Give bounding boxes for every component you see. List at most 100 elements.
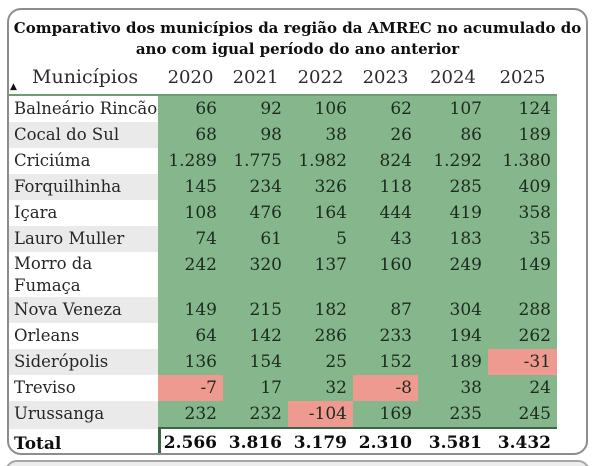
value-cell: 24 — [488, 375, 557, 401]
value-cell: 326 — [288, 174, 353, 200]
value-cell: 108 — [158, 200, 223, 226]
column-header-2025[interactable]: 2025 — [499, 66, 546, 88]
value-cell: 98 — [223, 122, 288, 148]
table-row: Siderópolis 136 154 25 152 189 -31 — [9, 349, 557, 375]
value-cell: 169 — [353, 401, 418, 429]
value-cell: 154 — [223, 349, 288, 375]
municipality-name: Siderópolis — [9, 349, 158, 375]
next-card-top-edge — [5, 460, 590, 466]
table-row: Lauro Muller 74 61 5 43 183 35 — [9, 226, 557, 252]
value-cell: 234 — [223, 174, 288, 200]
value-cell: 232 — [158, 401, 223, 429]
municipality-name: Lauro Muller — [9, 226, 158, 252]
total-label: Total — [14, 434, 62, 454]
value-cell: -31 — [488, 349, 557, 375]
municipality-name: Cocal do Sul — [9, 122, 158, 148]
value-cell: 189 — [488, 122, 557, 148]
value-cell: 215 — [223, 297, 288, 323]
value-cell: -7 — [158, 375, 223, 401]
value-cell: -8 — [353, 375, 418, 401]
column-header-2020[interactable]: 2020 — [167, 66, 214, 88]
total-value-2024: 3.581 — [428, 433, 482, 453]
value-cell: 160 — [353, 252, 418, 297]
value-cell: 824 — [353, 148, 418, 174]
chart-title-line1: Comparativo dos municípios da região da … — [13, 19, 582, 37]
value-cell: 444 — [353, 200, 418, 226]
total-value-2022: 3.179 — [293, 433, 347, 453]
value-cell: 232 — [223, 401, 288, 429]
value-cell: 149 — [158, 297, 223, 323]
table-row: Cocal do Sul 68 98 38 26 86 189 — [9, 122, 557, 148]
municipality-name: Orleans — [14, 326, 80, 345]
column-header-2022[interactable]: 2022 — [297, 66, 344, 88]
chart-title-line2: ano com igual período do ano anterior — [135, 40, 460, 58]
value-cell: 66 — [158, 96, 223, 122]
value-cell: 164 — [288, 200, 353, 226]
value-cell: 136 — [158, 349, 223, 375]
value-cell: 476 — [223, 200, 288, 226]
table-row: Forquilhinha 145 234 326 118 285 409 — [9, 174, 557, 200]
value-cell: 5 — [288, 226, 353, 252]
value-cell: 152 — [353, 349, 418, 375]
table-row: Balneário Rincão 66 92 106 62 107 124 — [9, 96, 557, 122]
value-cell: 62 — [353, 96, 418, 122]
value-cell: 38 — [288, 122, 353, 148]
column-header-2023[interactable]: 2023 — [362, 66, 409, 88]
comparison-table-card: Comparativo dos municípios da região da … — [7, 8, 588, 455]
value-cell: 1.380 — [488, 148, 557, 174]
value-cell: 320 — [223, 252, 288, 297]
total-value-2021: 3.816 — [228, 433, 282, 453]
value-cell: 409 — [488, 174, 557, 200]
value-cell: 145 — [158, 174, 223, 200]
value-cell: 304 — [418, 297, 488, 323]
table-body: Balneário Rincão 66 92 106 62 107 124 Cocal do … — [9, 94, 557, 429]
chart-title: Comparativo dos municípios da região da … — [9, 18, 586, 60]
table-row: Treviso -7 17 32 -8 38 24 — [9, 375, 557, 401]
total-value-2020: 2.566 — [158, 429, 223, 453]
value-cell: 194 — [418, 323, 488, 349]
value-cell: 87 — [353, 297, 418, 323]
table-row: Morro da Fumaça 242 320 137 160 249 149 — [9, 252, 557, 297]
value-cell: 288 — [488, 297, 557, 323]
value-cell: 242 — [158, 252, 223, 297]
value-cell: 1.982 — [288, 148, 353, 174]
municipality-name: Nova Veneza — [9, 297, 158, 323]
municipality-name: Içara — [14, 203, 58, 222]
value-cell: 137 — [288, 252, 353, 297]
value-cell: 419 — [418, 200, 488, 226]
value-cell: 107 — [418, 96, 488, 122]
value-cell: 106 — [288, 96, 353, 122]
value-cell: 86 — [418, 122, 488, 148]
value-cell: 32 — [288, 375, 353, 401]
value-cell: 149 — [488, 252, 557, 297]
municipality-name: Morro da Fumaça — [14, 254, 93, 295]
table-row: Criciúma 1.289 1.775 1.982 824 1.292 1.380 — [9, 148, 557, 174]
value-cell: 92 — [223, 96, 288, 122]
table-row: Orleans 64 142 286 233 194 262 — [9, 323, 557, 349]
column-header-2024[interactable]: 2024 — [430, 66, 476, 88]
value-cell: 35 — [488, 226, 557, 252]
municipality-name: Forquilhinha — [9, 174, 158, 200]
table-row: Içara 108 476 164 444 419 358 — [9, 200, 557, 226]
value-cell: 61 — [223, 226, 288, 252]
total-value-2025: 3.432 — [497, 433, 551, 453]
value-cell: 358 — [488, 200, 557, 226]
value-cell: 189 — [418, 349, 488, 375]
value-cell: 1.292 — [418, 148, 488, 174]
value-cell: 118 — [353, 174, 418, 200]
value-cell: 262 — [488, 323, 557, 349]
column-header-2021[interactable]: 2021 — [232, 66, 279, 88]
value-cell: 182 — [288, 297, 353, 323]
value-cell: 286 — [288, 323, 353, 349]
value-cell: 17 — [223, 375, 288, 401]
value-cell: 124 — [488, 96, 557, 122]
table-header: Municípios ▲ 2020 2021 2022 2023 2024 20… — [9, 60, 586, 94]
table-row: Urussanga 232 232 -104 169 235 245 — [9, 401, 557, 429]
value-cell: 74 — [158, 226, 223, 252]
table-row: Nova Veneza 149 215 182 87 304 288 — [9, 297, 557, 323]
value-cell: 43 — [353, 226, 418, 252]
column-header-municipios[interactable]: Municípios — [32, 66, 139, 88]
total-row: Total 2.566 3.816 3.179 2.310 3.581 3.43… — [9, 429, 586, 454]
value-cell: 233 — [353, 323, 418, 349]
sort-ascending-icon[interactable]: ▲ — [10, 82, 17, 92]
